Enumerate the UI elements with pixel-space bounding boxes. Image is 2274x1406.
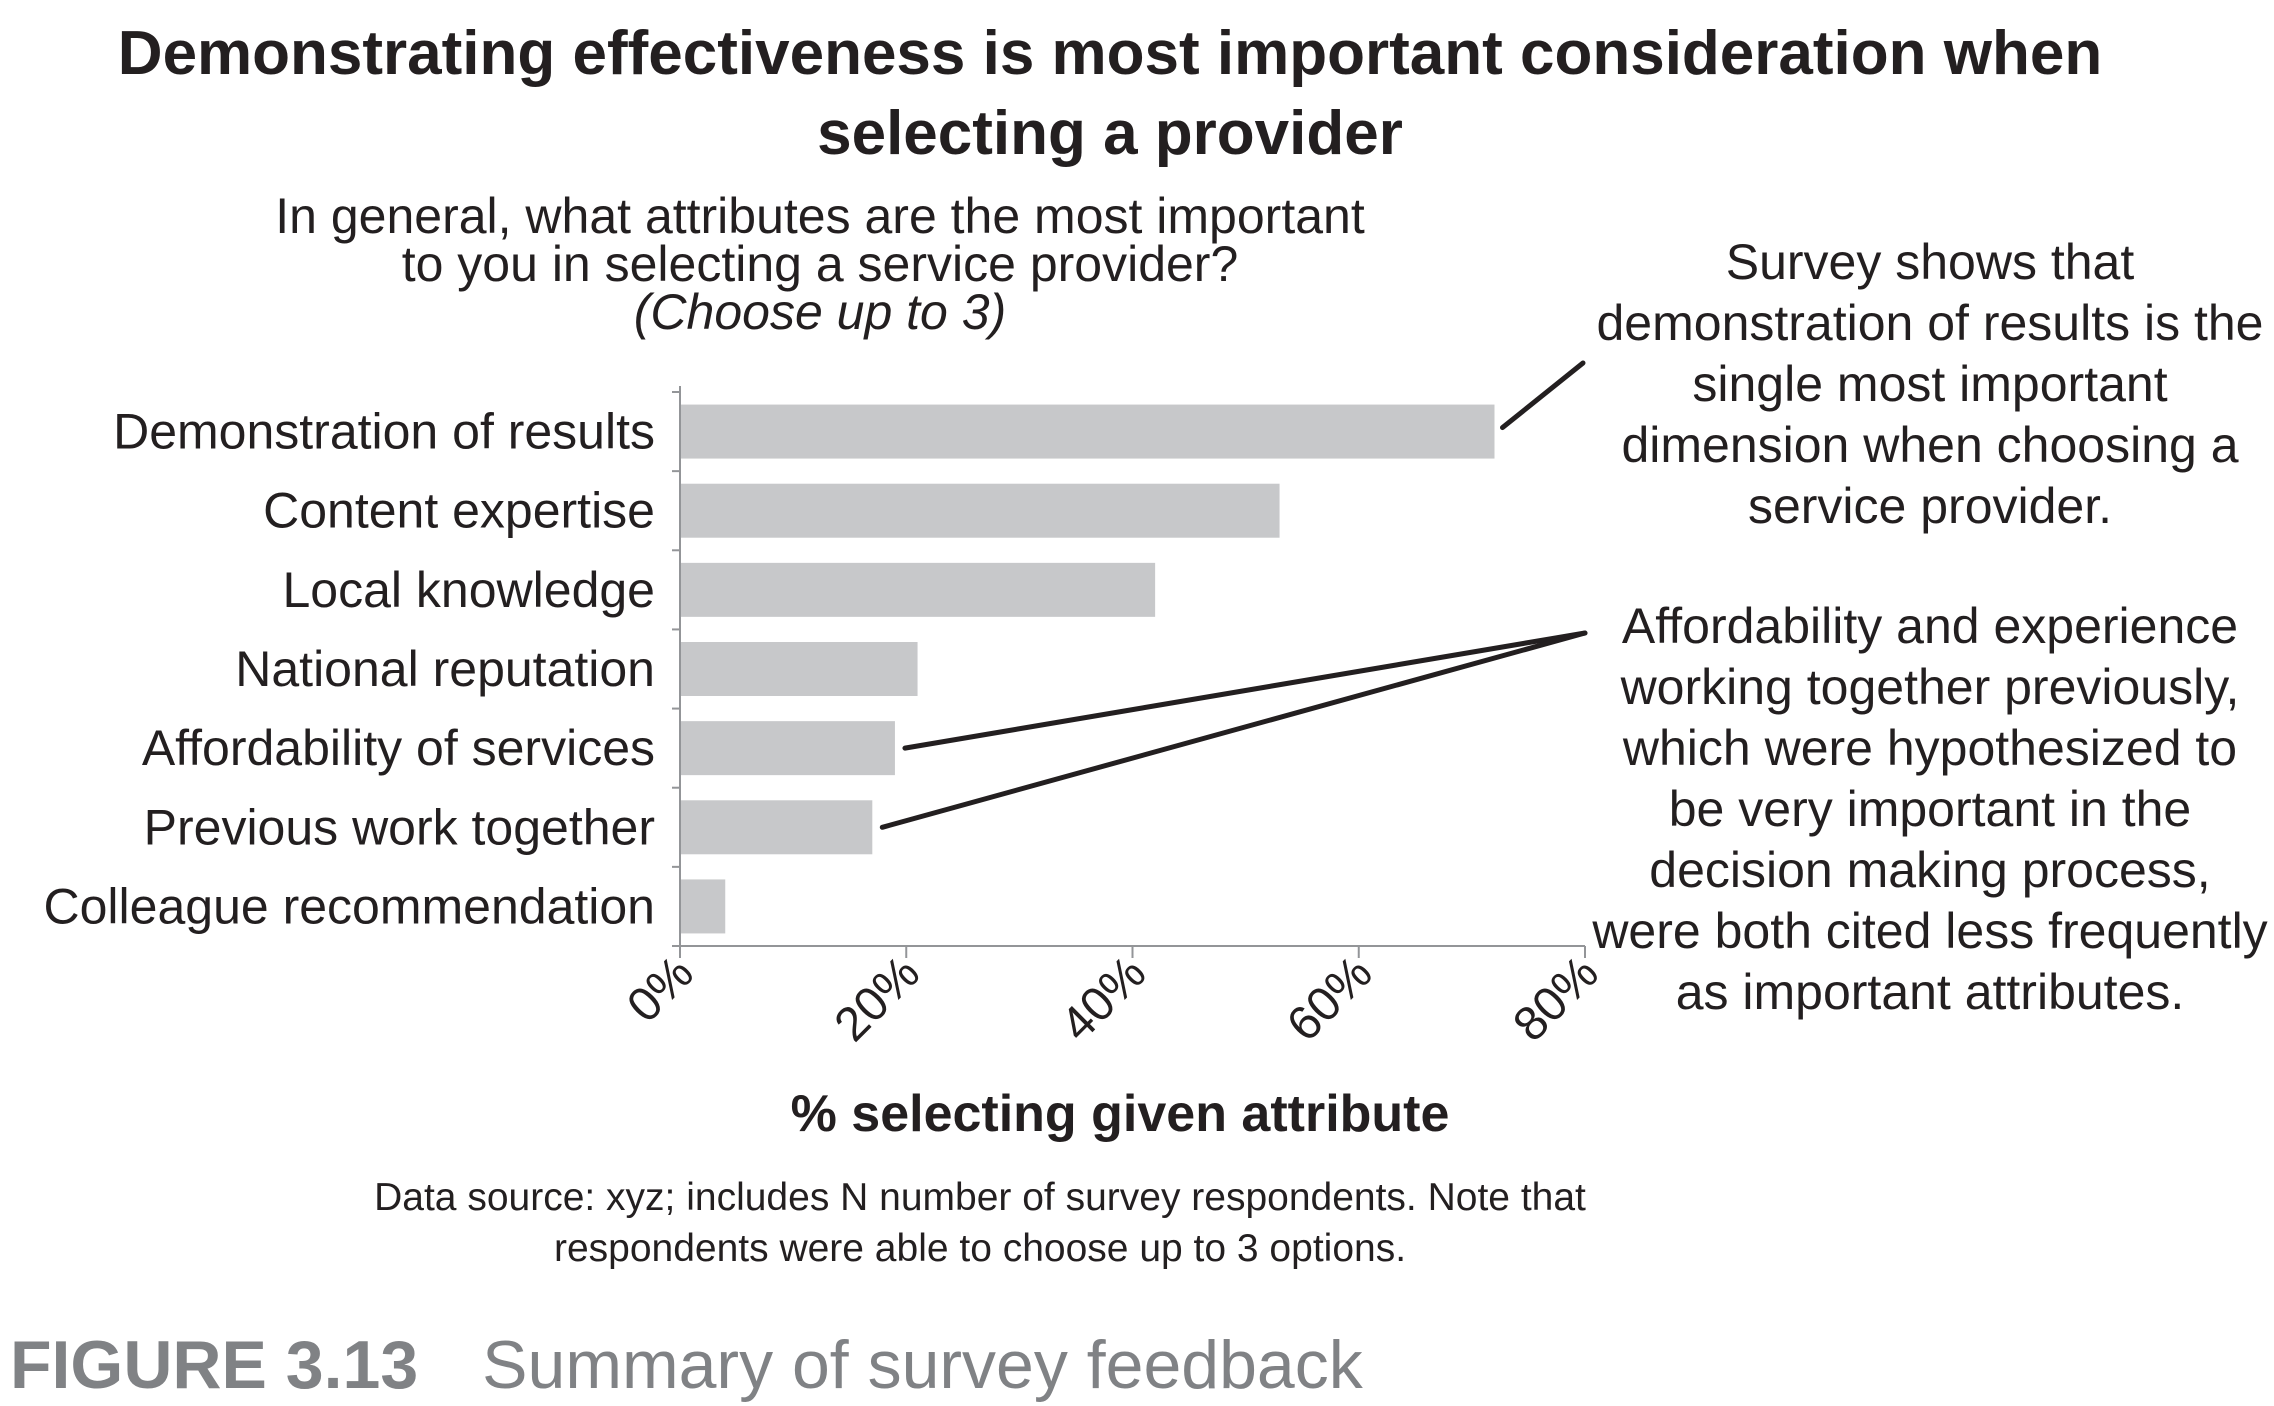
callout-line-2 [879, 630, 1588, 830]
category-label-7: Colleague recommendation [44, 878, 655, 934]
category-label-4: National reputation [235, 641, 655, 697]
x-tick-label-1: 0% [617, 946, 704, 1033]
source-line-1: Data source: xyz; includes N number of s… [374, 1176, 1586, 1219]
bar-group [680, 404, 1495, 934]
annotation-top: Survey shows that demonstration of resul… [1596, 234, 2264, 534]
survey-question: In general, what attributes are the most… [180, 188, 1460, 340]
chart-title: Demonstrating effectiveness is most impo… [117, 19, 2103, 168]
bar-4 [680, 642, 918, 696]
bar-1 [680, 404, 1495, 459]
source-note: Data source: xyz; includes N number of s… [240, 1172, 1720, 1274]
x-tick-label-2: 20% [825, 946, 930, 1051]
category-label-1: Demonstration of results [113, 404, 655, 460]
x-tick-label-4: 60% [1277, 946, 1382, 1051]
callout-line-1 [902, 630, 1588, 751]
category-label-3: Local knowledge [283, 562, 656, 618]
figure-caption: FIGURE 3.13 Summary of survey feedback [10, 1326, 1363, 1404]
bar-3 [680, 562, 1156, 617]
figure-number: FIGURE 3.13 [10, 1327, 419, 1403]
bar-7 [680, 879, 726, 934]
x-axis-label: % selecting given attribute [790, 1085, 1450, 1143]
category-label-2: Content expertise [263, 483, 655, 539]
category-label-6: Previous work together [144, 799, 655, 855]
source-line-2: respondents were able to choose up to 3 … [553, 1227, 1407, 1270]
bar-5 [680, 721, 895, 776]
question-line-3: (Choose up to 3) [633, 284, 1007, 340]
callout-lines [879, 360, 1588, 830]
question-line-1: In general, what attributes are the most… [275, 188, 1365, 244]
figure-caption-text: Summary of survey feedback [482, 1327, 1363, 1403]
annotation-bottom: Affordability and experience working tog… [1592, 598, 2268, 1020]
category-labels: Demonstration of results Content expertis… [44, 404, 655, 935]
tick-labels: 0% 20% 40% 60% 80% [617, 946, 1609, 1051]
x-tick-label-3: 40% [1051, 946, 1156, 1051]
category-label-5: Affordability of services [142, 720, 655, 776]
bar-6 [680, 800, 873, 855]
callout-line-top [1500, 360, 1586, 431]
bar-2 [680, 483, 1280, 538]
question-line-2: to you in selecting a service provider? [401, 236, 1239, 292]
axes-group [672, 386, 1586, 958]
